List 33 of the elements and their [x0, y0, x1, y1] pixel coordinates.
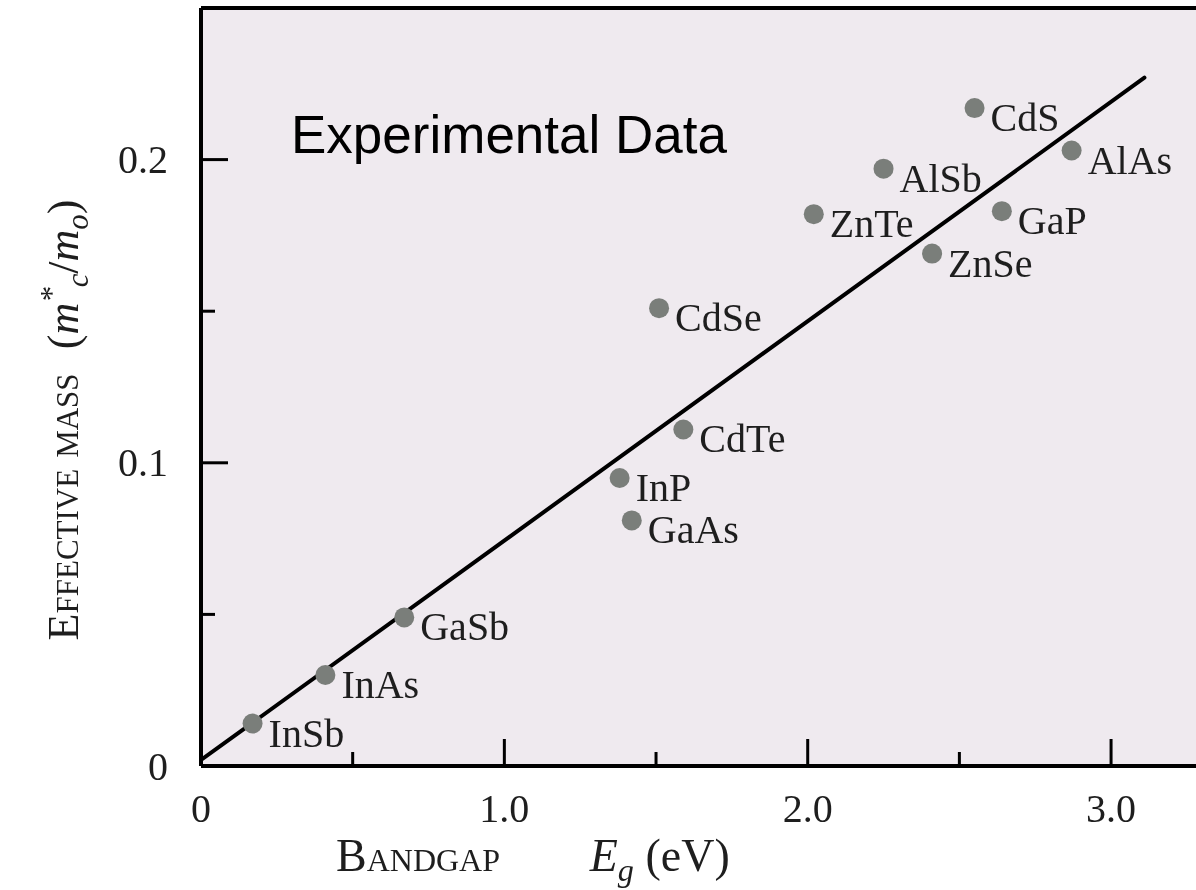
- annotation: GaSb: [420, 604, 510, 650]
- annotation: CdS: [990, 95, 1060, 141]
- point: [922, 243, 943, 264]
- x-tick-label: 1.0: [479, 786, 530, 831]
- point: [315, 665, 336, 686]
- point: [609, 467, 630, 488]
- point: [991, 201, 1012, 222]
- x-tick-label: 0: [191, 786, 211, 831]
- annotation: ZnTe: [829, 201, 914, 247]
- annotation: InP: [635, 464, 692, 510]
- annotation: InAs: [341, 662, 420, 708]
- y-tick-label: 0: [148, 743, 168, 789]
- text: Bandgap E$_{g}$ (eV): [336, 830, 730, 889]
- annotation: CdSe: [675, 295, 762, 341]
- x-tick-label: 3.0: [1086, 786, 1137, 831]
- point: [242, 713, 263, 734]
- point: [394, 607, 415, 628]
- point: [673, 419, 694, 440]
- annotation: InSb: [268, 710, 345, 756]
- x-tick-label: 2.0: [782, 786, 833, 831]
- annotation: AlAs: [1087, 137, 1173, 183]
- annotation: CdTe: [699, 416, 786, 462]
- annotation: GaAs: [647, 507, 739, 553]
- text: Experimental Data: [291, 105, 727, 164]
- annotation: AlSb: [899, 155, 982, 201]
- point: [621, 510, 642, 531]
- point: [649, 298, 670, 319]
- point: [1061, 140, 1082, 161]
- point: [964, 98, 985, 119]
- y-tick-label: 0.1: [118, 440, 168, 486]
- y-tick-label: 0.2: [118, 137, 168, 183]
- point: [873, 158, 894, 179]
- point: [803, 204, 824, 225]
